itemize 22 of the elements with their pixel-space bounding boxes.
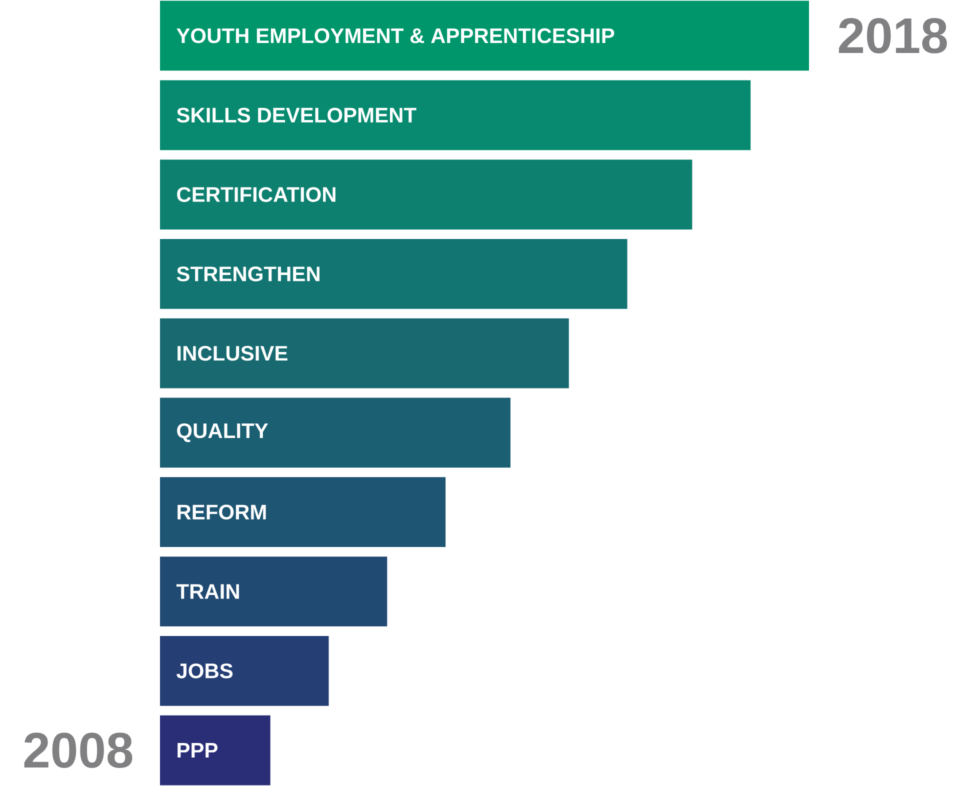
y-tick-label: QUALITY (177, 423, 268, 442)
bar (160, 556, 388, 626)
y-tick-label: CERTIFICATION (177, 187, 336, 202)
bar (160, 477, 446, 548)
text: 2008 (24, 732, 132, 768)
bar (160, 160, 692, 230)
y-tick-label: YOUTH EMPLOYMENT & APPRENTICESHIP (176, 28, 614, 44)
bar (160, 636, 329, 706)
y-tick-label: REFORM (178, 504, 266, 520)
y-tick-label: TRAIN (176, 584, 239, 599)
y-tick-label: STRENGTHEN (176, 266, 320, 282)
y-tick-label: SKILLS DEVELOPMENT (176, 108, 416, 123)
y-tick-label: JOBS (176, 663, 233, 678)
bar (160, 0, 810, 71)
y-tick-label: PPP (178, 743, 218, 758)
bar (160, 238, 628, 309)
bar (160, 398, 510, 468)
bar (160, 80, 751, 150)
bar (160, 318, 569, 388)
y-tick-label: INCLUSIVE (178, 346, 288, 361)
bar (160, 715, 270, 786)
text: 2018 (838, 18, 947, 54)
